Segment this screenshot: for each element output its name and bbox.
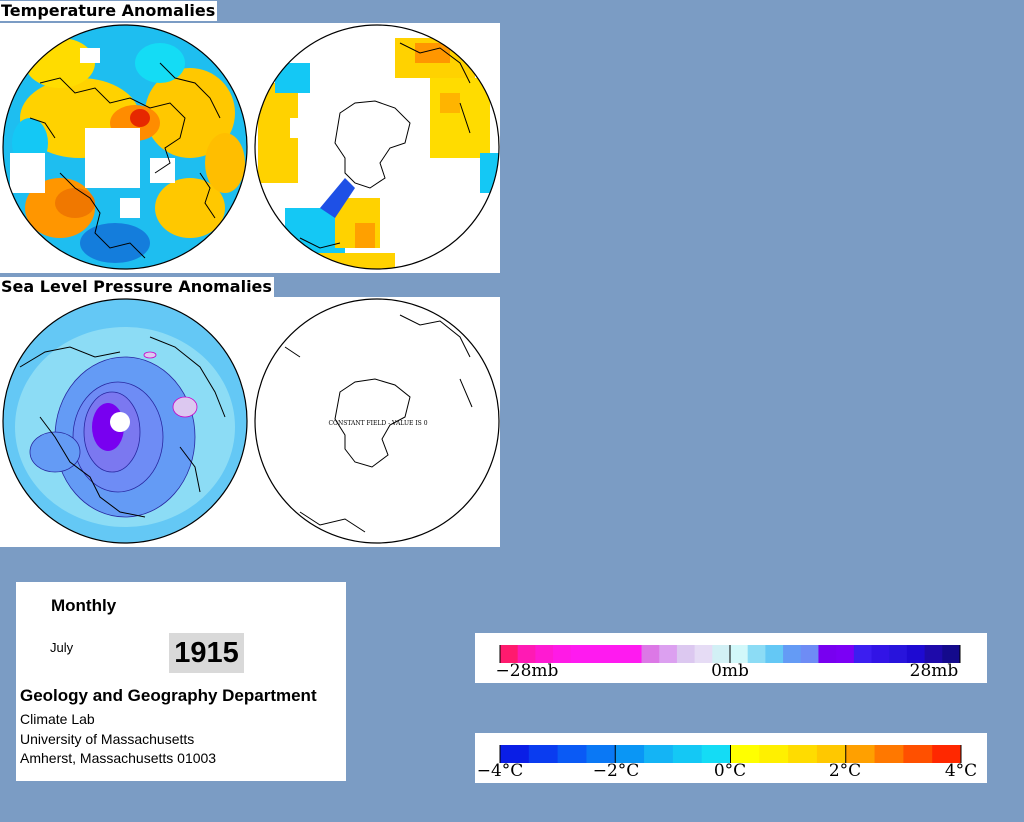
pressure-color-scale: −28mb 0mb 28mb	[475, 633, 987, 683]
pressure-scale-swatch	[588, 645, 607, 663]
pressure-scale-label-max: 28mb	[909, 661, 959, 681]
temperature-scale-swatch	[586, 745, 616, 763]
pressure-scale-swatch	[853, 645, 873, 663]
pressure-scale-swatch	[765, 645, 784, 663]
temperature-title: Temperature Anomalies	[0, 1, 218, 21]
southern-hemisphere-temperature-map	[255, 25, 499, 269]
pressure-scale-swatch	[500, 645, 519, 663]
temperature-scale-swatch	[500, 745, 530, 763]
temperature-scale-swatch	[672, 745, 703, 763]
address-label: Amherst, Massachusetts 01003	[20, 750, 217, 766]
pressure-scale-swatch	[730, 645, 749, 663]
temperature-scale-swatch	[874, 745, 904, 763]
temperature-scale-swatch	[528, 745, 559, 763]
temperature-scale-label-pos2: 2°C	[828, 761, 862, 781]
temperature-scale-swatch	[701, 745, 731, 763]
temperature-scale-label-neg2: −2°C	[592, 761, 640, 781]
temperature-scale-swatch	[615, 745, 645, 763]
pressure-scale-swatch	[924, 645, 943, 663]
pressure-scale-swatch	[659, 645, 678, 663]
month-label: July	[50, 640, 74, 655]
pressure-scale-swatch	[694, 645, 713, 663]
pressure-scale-swatch	[570, 645, 589, 663]
temperature-scale-swatch	[932, 745, 962, 763]
temperature-scale-swatch	[557, 745, 587, 763]
temperature-scale-label-zero: 0°C	[713, 761, 747, 781]
info-box: Monthly July 1915 Geology and Geography …	[16, 582, 346, 781]
pressure-scale-swatch	[641, 645, 660, 663]
pressure-scale-swatch	[676, 645, 696, 663]
temperature-scale-swatch	[816, 745, 847, 763]
northern-hemisphere-temperature-map	[3, 25, 247, 269]
temperature-scale-swatch	[903, 745, 933, 763]
pressure-title: Sea Level Pressure Anomalies	[0, 277, 274, 297]
pressure-scale-swatch	[871, 645, 890, 663]
university-label: University of Massachusetts	[20, 731, 195, 747]
northern-hemisphere-pressure-map	[3, 299, 247, 543]
pressure-scale-swatch	[818, 645, 837, 663]
pressure-scale-label-min: −28mb	[495, 661, 559, 681]
pressure-scale-swatch	[942, 645, 961, 663]
department-label: Geology and Geography Department	[20, 686, 317, 705]
temperature-scale-swatch	[730, 745, 760, 763]
temperature-scale-swatch	[788, 745, 818, 763]
pressure-scale-swatch	[606, 645, 625, 663]
pressure-scale-swatch	[747, 645, 766, 663]
pressure-scale-swatch	[906, 645, 926, 663]
southern-hemisphere-pressure-map: CONSTANT FIELD - VALUE IS 0	[254, 298, 500, 544]
temperature-scale-swatch	[759, 745, 789, 763]
pressure-scale-label-zero: 0mb	[711, 661, 749, 681]
constant-field-note: CONSTANT FIELD - VALUE IS 0	[328, 420, 427, 427]
pressure-maps-panel: CONSTANT FIELD - VALUE IS 0	[0, 297, 500, 547]
pressure-scale-swatch	[836, 645, 855, 663]
temperature-scale-swatch	[845, 745, 876, 763]
temperature-scale-swatch	[644, 745, 674, 763]
temperature-maps-panel	[0, 23, 500, 273]
year-label: 1915	[169, 633, 244, 673]
pressure-scale-swatch	[535, 645, 554, 663]
temperature-color-scale: −4°C −2°C 0°C 2°C 4°C	[475, 733, 987, 783]
temperature-scale-label-neg4: −4°C	[476, 761, 524, 781]
pressure-scale-swatch	[517, 645, 536, 663]
pressure-scale-swatch	[712, 645, 731, 663]
period-type-label: Monthly	[51, 596, 117, 615]
pressure-scale-swatch	[553, 645, 572, 663]
pressure-scale-swatch	[623, 645, 643, 663]
pressure-scale-swatch	[800, 645, 819, 663]
lab-label: Climate Lab	[20, 711, 95, 727]
pressure-scale-swatch	[783, 645, 802, 663]
temperature-scale-label-pos4: 4°C	[944, 761, 978, 781]
pressure-scale-swatch	[889, 645, 908, 663]
